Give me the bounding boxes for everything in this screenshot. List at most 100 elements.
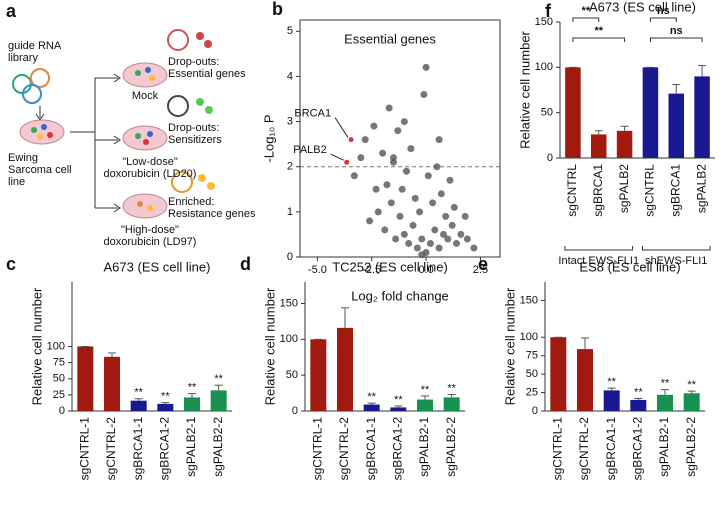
point [424, 172, 432, 180]
x-tick-label: sgPALB2-1 [184, 417, 198, 477]
x-tick-label: sgCNTRL-1 [551, 417, 565, 481]
condition-label: "High-dose" doxorubicin (LD97) [103, 224, 197, 248]
significance-label: ** [447, 382, 456, 394]
point [379, 149, 387, 157]
condition-label: Mock [131, 90, 159, 102]
point [448, 221, 456, 229]
y-tick-label: 150 [280, 297, 298, 309]
x-tick-label: sgCNTRL-2 [104, 417, 118, 481]
point [435, 136, 443, 144]
y-axis-label: Relative cell number [502, 287, 517, 405]
y-tick-label: 0 [292, 405, 298, 417]
chart-title: TC252 (ES cell line) [332, 259, 448, 274]
y-tick-label: 100 [520, 331, 538, 343]
x-tick-label: -2.5 [362, 264, 381, 276]
x-tick-label: sgPALB2-2 [444, 417, 458, 477]
panel-label: a [6, 1, 17, 21]
y-tick-label: 50 [541, 107, 553, 119]
point [437, 190, 445, 198]
point [426, 239, 434, 247]
bar [694, 76, 710, 158]
x-tick-label: sgPALB2 [694, 164, 708, 213]
point [461, 212, 469, 220]
schematic [12, 29, 215, 219]
x-tick-label: sgBRCA1-2 [391, 417, 405, 481]
x-tick-label: sgBRCA1-2 [158, 417, 172, 481]
point [405, 239, 413, 247]
x-tick-label: sgCNTRL [643, 164, 657, 217]
point [361, 136, 369, 144]
significance-label: ** [367, 391, 376, 403]
y-tick-label: 4 [287, 70, 293, 82]
cell-line-label: Ewing Sarcoma cell line [8, 152, 72, 188]
bar [363, 404, 380, 411]
point [439, 230, 447, 238]
comparison-label: ** [594, 25, 603, 37]
point [418, 235, 426, 243]
y-tick-label: 3 [287, 115, 293, 127]
y-tick-label: 0 [287, 251, 293, 263]
x-tick-label: sgCNTRL-1 [78, 417, 92, 481]
significance-label: ** [161, 391, 170, 403]
significance-label: ** [394, 394, 403, 406]
plot-frame [299, 19, 501, 258]
bar [668, 93, 684, 158]
y-tick-label: 50 [526, 368, 538, 380]
significance-label: ** [607, 376, 616, 388]
annotation-arrow [330, 153, 344, 161]
comparison-label: ** [582, 5, 591, 17]
bar [657, 394, 673, 411]
point [374, 208, 382, 216]
y-tick-label: 100 [47, 340, 65, 352]
point [370, 122, 378, 130]
x-tick-label: sgBRCA1-1 [131, 417, 145, 481]
comparison-bracket [649, 17, 677, 22]
point [446, 176, 454, 184]
point [450, 203, 458, 211]
comparison-label: ns [670, 25, 683, 37]
x-tick-label: sgBRCA1-1 [364, 417, 378, 481]
y-tick-label: 25 [53, 389, 65, 401]
point [418, 251, 426, 259]
comparison-label: ns [657, 5, 670, 17]
y-tick-label: 50 [53, 373, 65, 385]
outcome-label: Drop-outs: Sensitizers [168, 122, 222, 146]
bar [630, 399, 647, 411]
point [389, 154, 397, 162]
y-tick-label: 100 [535, 61, 553, 73]
y-tick-label: 150 [535, 16, 553, 28]
x-tick-label: sgPALB2-2 [684, 417, 698, 477]
point [394, 127, 402, 135]
bar [157, 403, 174, 411]
point [433, 163, 441, 171]
comparison-bracket [649, 37, 703, 42]
point [385, 104, 393, 112]
significance-label: ** [214, 373, 223, 385]
point [350, 172, 358, 180]
x-tick-label: sgCNTRL [565, 164, 579, 217]
bar [565, 67, 581, 158]
bar [577, 349, 593, 411]
x-tick-label: 0.0 [418, 264, 433, 276]
outcome-label: Enriched: Resistance genes [168, 196, 256, 220]
bar [550, 337, 567, 411]
point [392, 235, 400, 243]
x-tick-label: sgPALB2-1 [417, 417, 431, 477]
point [420, 90, 428, 98]
bar [104, 356, 120, 411]
bar [642, 67, 659, 158]
point [422, 63, 430, 71]
significance-label: ** [687, 379, 696, 391]
bar [443, 397, 460, 411]
point [366, 217, 374, 225]
y-tick-label: 50 [286, 369, 298, 381]
y-axis-label: Relative cell number [262, 287, 277, 405]
significance-label: ** [661, 378, 670, 390]
panel-label: d [240, 254, 251, 274]
comparison-bracket [572, 37, 626, 42]
point [396, 212, 404, 220]
significance-label: ** [134, 387, 143, 399]
x-tick-label: sgBRCA1-1 [604, 417, 618, 481]
